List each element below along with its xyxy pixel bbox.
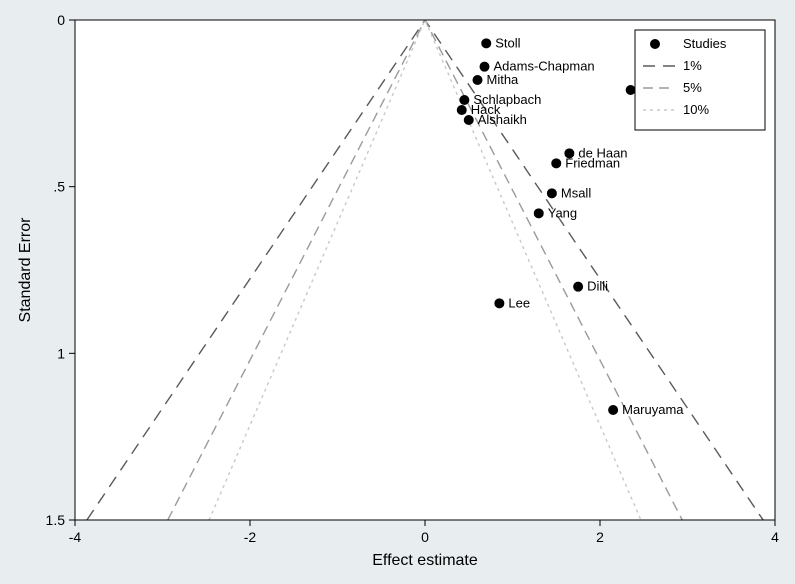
- x-tick-label: -2: [244, 529, 257, 545]
- study-point: [457, 105, 467, 115]
- x-tick-label: -4: [69, 529, 82, 545]
- y-axis-label: Standard Error: [17, 217, 34, 323]
- chart-container: { "chart": { "type": "scatter-funnel", "…: [0, 0, 795, 584]
- y-tick-label: 1: [57, 345, 65, 361]
- study-label: Yang: [548, 205, 577, 220]
- y-tick-label: .5: [53, 179, 65, 195]
- study-point: [473, 75, 483, 85]
- study-point: [547, 188, 557, 198]
- study-label: Dilli: [587, 279, 608, 294]
- y-tick-label: 0: [57, 12, 65, 28]
- study-label: Msall: [561, 185, 591, 200]
- study-label: Mitha: [487, 72, 520, 87]
- y-tick-label: 1.5: [46, 512, 66, 528]
- funnel-plot: -4 -2 0 2 4 0 .5 1 1.5 Effect estimate Standard Er…: [0, 0, 795, 584]
- x-tick-label: 0: [421, 529, 429, 545]
- study-point: [534, 208, 544, 218]
- legend-marker: [650, 39, 660, 49]
- study-point: [494, 298, 504, 308]
- study-point: [573, 282, 583, 292]
- study-point: [551, 158, 561, 168]
- x-tick-label: 2: [596, 529, 604, 545]
- study-point: [464, 115, 474, 125]
- study-point: [459, 95, 469, 105]
- study-label: Lee: [508, 295, 530, 310]
- legend-label: 1%: [683, 58, 702, 73]
- x-tick-label: 4: [771, 529, 779, 545]
- study-point: [608, 405, 618, 415]
- study-label: Stoll: [495, 35, 520, 50]
- study-label: Alshaikh: [478, 112, 527, 127]
- x-axis-label: Effect estimate: [372, 552, 478, 569]
- study-point: [626, 85, 636, 95]
- study-label: Maruyama: [622, 402, 684, 417]
- study-point: [481, 38, 491, 48]
- legend-label: Studies: [683, 36, 727, 51]
- legend-label: 10%: [683, 102, 709, 117]
- study-label: Friedman: [565, 155, 620, 170]
- legend-label: 5%: [683, 80, 702, 95]
- study-point: [480, 62, 490, 72]
